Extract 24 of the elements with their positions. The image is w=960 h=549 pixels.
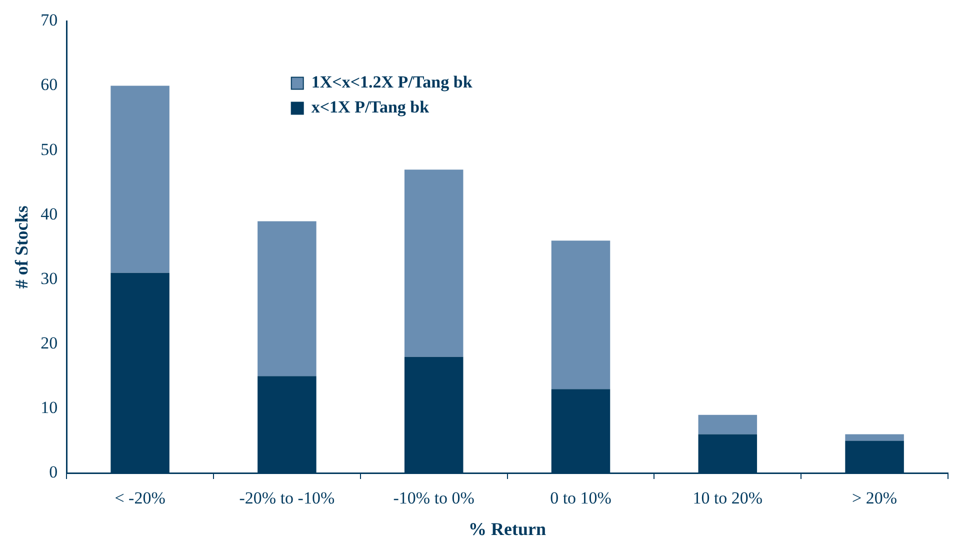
- x-tick-label: -10% to 0%: [393, 488, 474, 508]
- y-tick-label: 30: [40, 268, 58, 288]
- legend-label: 1X<x<1.2X P/Tang bk: [311, 72, 473, 92]
- y-tick-label: 10: [40, 398, 58, 417]
- bar: [698, 414, 758, 434]
- bar: [404, 170, 464, 357]
- x-tick-label: -20% to -10%: [239, 488, 335, 508]
- bar: [110, 86, 170, 273]
- bar: [258, 221, 316, 376]
- y-axis-title: # of Stocks: [11, 206, 32, 289]
- y-tick-label: 50: [40, 140, 58, 159]
- bar: [551, 240, 610, 390]
- y-tick-label: 40: [40, 204, 58, 224]
- x-axis-title: % Return: [468, 518, 546, 539]
- x-tick-label: 10 to 20%: [692, 488, 763, 508]
- legend-label: x<1X P/Tang bk: [311, 98, 430, 117]
- x-tick-label: 0 to 10%: [550, 488, 612, 508]
- x-tick-label: < -20%: [114, 488, 166, 508]
- bar: [845, 434, 904, 441]
- x-tick-label: > 20%: [852, 488, 898, 508]
- y-tick-label: 20: [40, 333, 58, 352]
- y-tick-label: 0: [49, 462, 58, 482]
- y-tick-label: 70: [40, 10, 58, 30]
- y-tick-label: 60: [40, 75, 58, 94]
